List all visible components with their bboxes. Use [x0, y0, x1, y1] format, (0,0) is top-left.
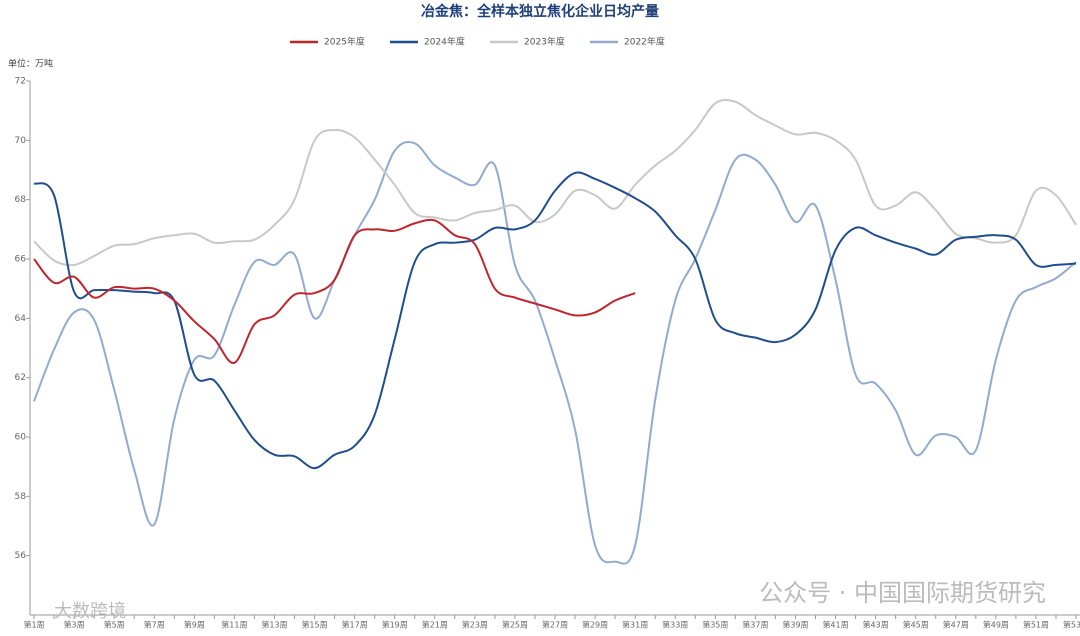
chart-title: 冶金焦：全样本独立焦化企业日均产量	[421, 3, 659, 20]
series-line	[33, 171, 1077, 470]
watermark: 公众号 · 中国国际期货研究	[759, 579, 1046, 607]
x-tick-label: 第47周	[943, 620, 969, 630]
x-tick-label: 第3周	[64, 620, 85, 630]
y-tick-label: 56	[15, 551, 27, 561]
x-tick-label: 第39周	[782, 620, 808, 630]
legend-label: 2024年度	[424, 36, 465, 48]
x-tick-label: 第41周	[822, 620, 848, 630]
x-tick-label: 第43周	[863, 620, 889, 630]
x-tick-label: 第15周	[301, 620, 327, 630]
x-tick-label: 第7周	[144, 620, 165, 630]
y-tick-label: 62	[15, 373, 26, 383]
x-tick-label: 第27周	[542, 620, 568, 630]
legend-label: 2022年度	[624, 36, 665, 48]
legend-label: 2025年度	[324, 36, 365, 48]
y-tick-label: 60	[15, 433, 27, 443]
y-tick-label: 64	[15, 314, 27, 324]
x-tick-label: 第23周	[462, 620, 488, 630]
x-tick-label: 第33周	[662, 620, 688, 630]
x-tick-label: 第9周	[184, 620, 205, 630]
x-tick-label: 第51周	[1023, 620, 1049, 630]
x-tick-label: 第49周	[983, 620, 1009, 630]
series-line	[33, 99, 1077, 267]
unit-label: 单位：万吨	[8, 58, 53, 70]
x-tick-label: 第31周	[622, 620, 648, 630]
x-tick-label: 第5周	[104, 620, 125, 630]
y-tick-label: 70	[15, 136, 27, 146]
x-tick-label: 第35周	[702, 620, 728, 630]
y-tick-label: 66	[15, 255, 27, 265]
x-tick-label: 第29周	[582, 620, 608, 630]
x-tick-label: 第1周	[23, 620, 44, 630]
y-tick-label: 68	[15, 195, 27, 205]
x-tick-label: 第25周	[502, 620, 528, 630]
series-line	[33, 141, 1077, 565]
x-tick-label: 第45周	[903, 620, 929, 630]
x-tick-label: 第13周	[261, 620, 287, 630]
x-tick-label: 第19周	[382, 620, 408, 630]
x-tick-label: 第11周	[221, 620, 247, 630]
x-tick-label: 第21周	[422, 620, 448, 630]
x-tick-label: 第17周	[342, 620, 368, 630]
y-tick-label: 58	[15, 492, 27, 502]
watermark: 大数跨境	[54, 601, 126, 622]
legend-label: 2023年度	[524, 36, 565, 48]
series-line	[33, 218, 636, 364]
x-tick-label: 第37周	[742, 620, 768, 630]
y-tick-label: 72	[15, 77, 26, 87]
x-tick-label: 第53周	[1063, 620, 1080, 630]
